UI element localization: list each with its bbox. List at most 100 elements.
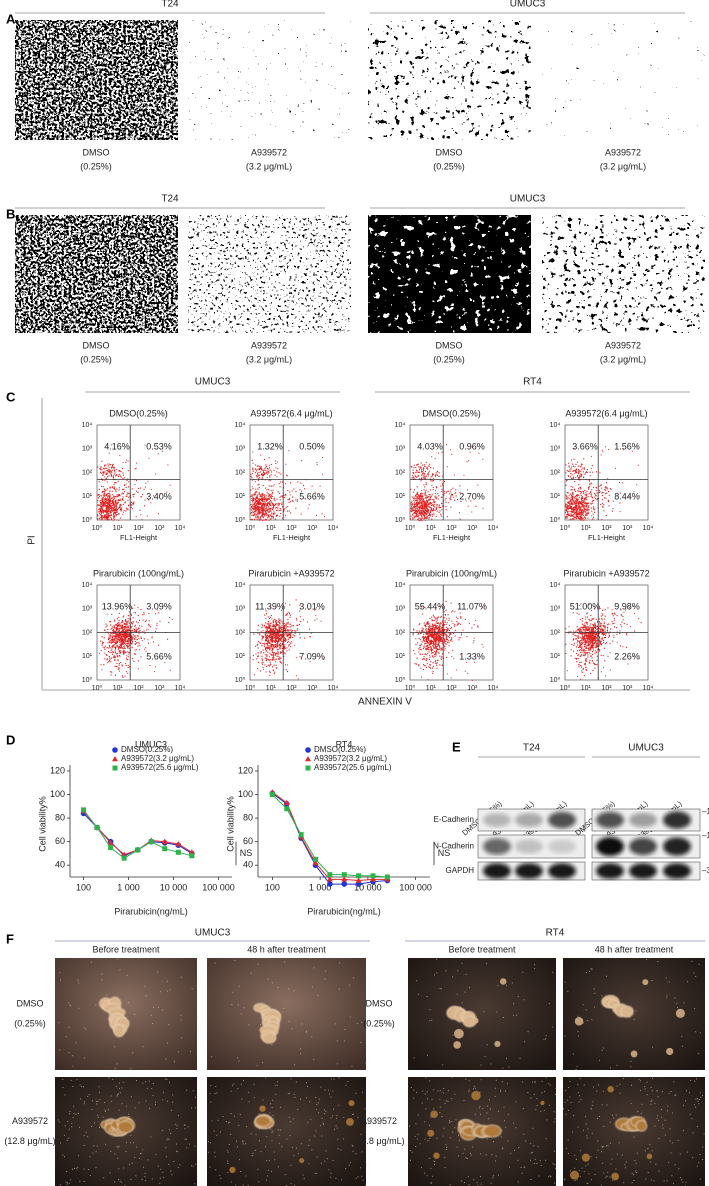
caption: DMSO bbox=[83, 340, 110, 350]
point bbox=[341, 876, 348, 882]
organoid bbox=[540, 1100, 545, 1105]
point bbox=[283, 799, 290, 805]
organoid bbox=[348, 1100, 355, 1107]
point bbox=[312, 856, 318, 862]
caption: (0.25%) bbox=[433, 161, 465, 171]
axis-tick: 10¹ bbox=[266, 525, 277, 532]
column-header: Before treatment bbox=[448, 944, 516, 954]
axis-tick: 10² bbox=[286, 685, 297, 692]
axis-label: FL1-Height bbox=[273, 533, 311, 542]
micrograph bbox=[368, 215, 531, 333]
photo bbox=[563, 1077, 705, 1186]
point bbox=[327, 881, 333, 887]
organoid bbox=[433, 1152, 440, 1159]
y-axis-label: Cell viability% bbox=[225, 796, 235, 852]
plot-frame bbox=[96, 424, 181, 521]
axis-tick: 10² bbox=[82, 629, 93, 636]
organoid bbox=[646, 1153, 653, 1160]
row-label: (0.25%) bbox=[363, 1018, 395, 1028]
axis-tick: 10¹ bbox=[426, 525, 437, 532]
group-header: T24 bbox=[161, 0, 179, 10]
legend-label: A939572(25.6 μg/mL) bbox=[314, 763, 392, 772]
event-cloud bbox=[98, 604, 173, 678]
organoid bbox=[570, 1170, 580, 1180]
x-tick-label: 100 000 bbox=[202, 882, 235, 892]
row-label: (12.8 μg/mL) bbox=[4, 1136, 55, 1146]
y-tick-label: 100 bbox=[50, 789, 65, 799]
point bbox=[148, 839, 154, 845]
y-tick-label: 60 bbox=[243, 836, 253, 846]
axis-tick: 10¹ bbox=[113, 525, 124, 532]
quadrant-value: 0.50% bbox=[299, 441, 325, 451]
axis-tick: 10⁴ bbox=[643, 685, 654, 692]
event-cloud bbox=[250, 444, 325, 521]
blot-band bbox=[663, 863, 691, 879]
event-cloud bbox=[410, 444, 484, 521]
row-label: A939572 bbox=[12, 1116, 48, 1126]
plot-title: DMSO(0.25%) bbox=[422, 408, 481, 418]
column-header: 48 h after treatment bbox=[595, 944, 674, 954]
point bbox=[284, 806, 290, 812]
plot-title: A939572(6.4 μg/mL) bbox=[250, 408, 332, 418]
plot-title: Pirarubicin (100ng/mL) bbox=[406, 568, 497, 578]
axis-tick: 10⁴ bbox=[488, 525, 499, 532]
event-cloud bbox=[412, 600, 486, 681]
quadrant-value: 3.01% bbox=[299, 601, 325, 611]
plot-frame bbox=[564, 424, 649, 521]
point bbox=[356, 873, 362, 879]
annotation: NS bbox=[240, 848, 253, 858]
organoid bbox=[607, 1085, 614, 1093]
axis-tick: 10³ bbox=[82, 446, 93, 453]
axis-tick: 10⁰ bbox=[82, 516, 93, 524]
organoid bbox=[453, 1041, 461, 1049]
chart-title: RT4 bbox=[336, 739, 353, 749]
axis-tick: 10¹ bbox=[235, 653, 246, 660]
axis-tick: 10⁰ bbox=[245, 684, 256, 692]
axis-tick: 10² bbox=[395, 469, 406, 476]
axis-tick: 10⁰ bbox=[92, 684, 103, 692]
axis-tick: 10² bbox=[82, 469, 93, 476]
axis-tick: 10⁴ bbox=[395, 582, 406, 589]
plot-frame bbox=[249, 424, 334, 521]
blot-band bbox=[629, 837, 657, 856]
quadrant-value: 4.03% bbox=[417, 441, 443, 451]
point bbox=[107, 839, 114, 846]
x-tick-label: 100 000 bbox=[399, 882, 432, 892]
annotation: NS bbox=[438, 848, 451, 858]
axis-tick: 10² bbox=[286, 525, 297, 532]
point bbox=[341, 872, 347, 878]
axis-tick: 10⁴ bbox=[328, 685, 339, 692]
x-tick-label: 100 bbox=[76, 882, 91, 892]
protein-label: N-Cadherin bbox=[433, 842, 474, 851]
axis-tick: 10² bbox=[550, 469, 561, 476]
quadrant-value: 5.66% bbox=[146, 651, 172, 661]
axis-tick: 10¹ bbox=[82, 493, 93, 500]
blot-band bbox=[596, 863, 624, 879]
plot-title: Pirarubicin +A939572 bbox=[248, 568, 334, 578]
photo bbox=[408, 958, 556, 1070]
legend-label: A939572(3.2 μg/mL) bbox=[121, 754, 194, 763]
legend-marker bbox=[305, 765, 311, 771]
point bbox=[370, 873, 376, 879]
panel-label: E bbox=[452, 739, 461, 754]
blot-band bbox=[515, 863, 543, 879]
axis-label: FL1-Height bbox=[433, 533, 471, 542]
quadrant-value: 11.39% bbox=[255, 601, 285, 611]
axis-tick: 10¹ bbox=[550, 493, 561, 500]
micrograph bbox=[188, 215, 351, 333]
y-tick-label: 40 bbox=[55, 860, 65, 870]
axis-tick: 10⁰ bbox=[405, 684, 416, 692]
photo bbox=[55, 958, 197, 1070]
plot-title: Pirarubicin +A939572 bbox=[563, 568, 649, 578]
quadrant-value: 4.16% bbox=[104, 441, 130, 451]
caption: (0.25%) bbox=[433, 354, 465, 364]
group-header: T24 bbox=[523, 743, 541, 754]
event-cloud bbox=[97, 444, 171, 521]
axis-label: ANNEXIN V bbox=[358, 697, 412, 708]
axis-tick: 10³ bbox=[154, 685, 165, 692]
legend-marker bbox=[112, 747, 118, 753]
point bbox=[298, 832, 304, 838]
legend-label: DMSO(0.25%) bbox=[121, 745, 173, 754]
axis-tick: 10⁴ bbox=[175, 525, 186, 532]
group-header: UMUC3 bbox=[510, 0, 546, 10]
